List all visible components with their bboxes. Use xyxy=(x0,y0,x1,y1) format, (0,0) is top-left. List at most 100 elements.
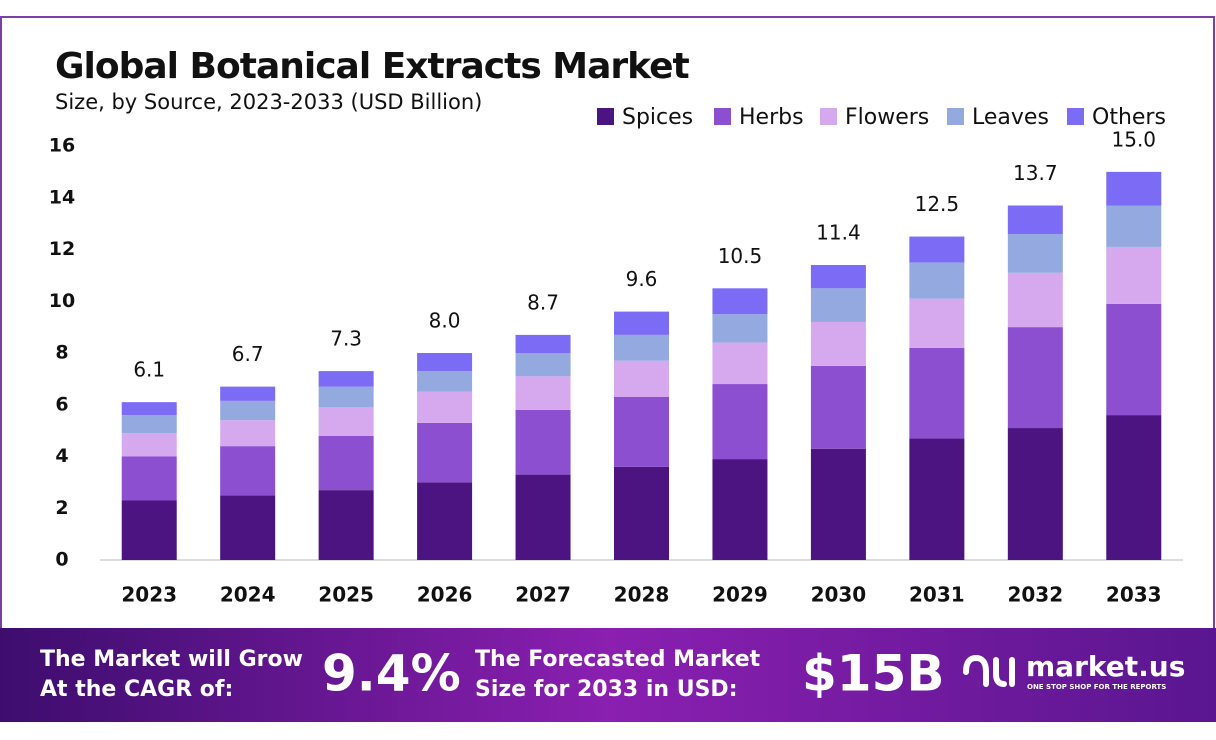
legend-swatch xyxy=(820,108,837,125)
bar-segment xyxy=(318,371,374,387)
total-label: 6.1 xyxy=(133,358,165,382)
forecast-text: The Forecasted Market xyxy=(475,647,761,672)
total-label: 11.4 xyxy=(816,221,861,245)
bar-segment xyxy=(712,288,768,315)
bar-segment xyxy=(417,371,473,392)
bar-segment xyxy=(1007,428,1063,560)
cagr-text: At the CAGR of: xyxy=(40,677,233,702)
legend-swatch xyxy=(714,108,731,125)
bar-segment xyxy=(417,391,473,423)
y-tick-label: 4 xyxy=(55,445,68,467)
x-tick-label: 2027 xyxy=(515,583,571,607)
x-tick-label: 2032 xyxy=(1007,583,1063,607)
total-label: 8.7 xyxy=(527,290,559,314)
bar-segment xyxy=(515,474,571,560)
bar-segment xyxy=(318,386,374,408)
cagr-value: 9.4% xyxy=(322,645,461,703)
bar-segment xyxy=(220,420,276,447)
bar-segment xyxy=(614,466,669,560)
bar-segment xyxy=(810,321,866,366)
x-tick-label: 2026 xyxy=(417,583,473,607)
legend-swatch xyxy=(947,108,964,125)
bar-segment xyxy=(220,400,276,421)
legend-swatch xyxy=(597,108,614,125)
y-tick-label: 2 xyxy=(55,497,68,519)
legend-label: Others xyxy=(1092,105,1166,130)
legend-label: Herbs xyxy=(739,105,804,130)
brand-logo xyxy=(963,654,1015,687)
brand: market.us xyxy=(1026,650,1185,683)
x-tick-label: 2030 xyxy=(811,583,867,607)
legend-label: Leaves xyxy=(972,105,1049,130)
total-label: 15.0 xyxy=(1112,127,1157,151)
bar-segment xyxy=(614,396,669,467)
x-tick-label: 2023 xyxy=(121,583,177,607)
x-tick-label: 2024 xyxy=(220,583,276,607)
legend-label: Spices xyxy=(622,105,693,130)
bar-segment xyxy=(1007,233,1063,273)
bar-segment xyxy=(712,342,768,385)
bar-segment xyxy=(515,353,571,377)
bar-segment xyxy=(417,353,473,372)
bar-segment xyxy=(220,495,276,560)
bar-segment xyxy=(810,265,866,289)
bar-segment xyxy=(220,386,276,401)
bar-segment xyxy=(909,262,965,299)
total-label: 10.5 xyxy=(718,244,763,268)
bar-segment xyxy=(909,298,965,348)
chart-subtitle: Size, by Source, 2023-2033 (USD Billion) xyxy=(55,90,482,114)
bar-segment xyxy=(614,334,669,361)
bar-segment xyxy=(1007,205,1063,234)
bar-segment xyxy=(1106,171,1162,206)
total-label: 12.5 xyxy=(915,192,960,216)
bar-segment xyxy=(318,407,374,436)
total-label: 9.6 xyxy=(626,267,658,291)
bar-segment xyxy=(1106,205,1162,247)
bar-segment xyxy=(810,448,866,560)
bar-segment xyxy=(121,500,177,560)
cagr-text: The Market will Grow xyxy=(40,647,303,672)
bar-segment xyxy=(1106,303,1162,416)
x-tick-label: 2028 xyxy=(614,583,670,607)
bar-segment xyxy=(1007,327,1063,429)
y-tick-label: 14 xyxy=(49,186,75,208)
bar-segment xyxy=(515,334,571,353)
bar-segment xyxy=(909,236,965,263)
bar-segment xyxy=(1106,415,1162,560)
bar-segment xyxy=(810,288,866,322)
total-label: 7.3 xyxy=(330,327,362,351)
bar-segment xyxy=(614,311,669,335)
footer: The Market will Grow At the CAGR of: 9.4… xyxy=(0,628,1216,722)
total-label: 6.7 xyxy=(232,342,264,366)
total-label: 8.0 xyxy=(429,309,461,333)
y-tick-label: 0 xyxy=(55,549,68,571)
x-tick-label: 2025 xyxy=(318,583,374,607)
tagline: ONE STOP SHOP FOR THE REPORTS xyxy=(1027,683,1166,691)
forecast-value: $15B xyxy=(802,645,944,703)
x-tick-label: 2029 xyxy=(712,583,768,607)
bar-segment xyxy=(712,459,768,560)
bar-segment xyxy=(1106,246,1162,304)
bar-segment xyxy=(121,433,177,457)
bar-segment xyxy=(318,435,374,491)
legend-swatch xyxy=(1067,108,1084,125)
y-tick-label: 12 xyxy=(49,238,75,260)
x-tick-label: 2033 xyxy=(1106,583,1162,607)
bar-segment xyxy=(318,490,374,560)
total-label: 13.7 xyxy=(1013,161,1058,185)
bar-segment xyxy=(712,384,768,460)
bar-segment xyxy=(1007,272,1063,328)
bar-segment xyxy=(515,409,571,475)
bar-segment xyxy=(515,376,571,410)
bar-segment xyxy=(614,360,669,397)
y-tick-label: 16 xyxy=(49,135,75,157)
y-tick-label: 10 xyxy=(49,290,75,312)
y-tick-label: 6 xyxy=(55,393,68,415)
bar-segment xyxy=(121,415,177,434)
bar-segment xyxy=(909,438,965,560)
bar-segment xyxy=(121,402,177,416)
forecast-text: Size for 2033 in USD: xyxy=(475,677,738,702)
y-tick-label: 8 xyxy=(55,342,68,364)
bar-segment xyxy=(121,456,177,501)
